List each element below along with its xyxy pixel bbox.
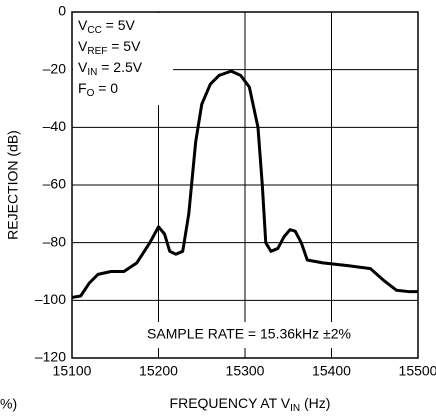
- condition-label-part: = 2.5V: [97, 59, 142, 75]
- x-tick-label: 15200: [139, 363, 178, 379]
- condition-label-part: CC: [87, 25, 101, 36]
- condition-label-part: V: [78, 17, 88, 33]
- condition-label-part: V: [78, 38, 88, 54]
- y-tick-label: –20: [43, 60, 67, 76]
- condition-label: VIN = 2.5V: [78, 59, 143, 78]
- y-tick-label: –60: [43, 176, 67, 192]
- annotation-background: [73, 13, 173, 105]
- condition-label-part: = 5V: [102, 17, 136, 33]
- x-axis-label-part: FREQUENCY AT V: [170, 395, 291, 411]
- x-tick-label: 15500: [399, 363, 436, 379]
- condition-label-part: V: [78, 59, 88, 75]
- condition-label-part: O: [87, 88, 95, 99]
- x-axis-label-part: (Hz): [300, 395, 330, 411]
- condition-label-part: F: [78, 80, 87, 96]
- y-tick-label: –100: [35, 291, 66, 307]
- note: SAMPLE RATE = 15.36kHz ±2%: [147, 326, 351, 342]
- x-tick-label: 15300: [226, 363, 265, 379]
- y-tick-label: –40: [43, 118, 67, 134]
- condition-label-part: IN: [87, 67, 97, 78]
- condition-label-part: = 5V: [107, 38, 141, 54]
- x-axis-label: FREQUENCY AT VIN (Hz): [170, 395, 331, 414]
- condition-label-part: = 0: [94, 80, 118, 96]
- cropped-text: %): [0, 396, 17, 412]
- note-background: [120, 322, 378, 348]
- plot-frame: [71, 11, 419, 359]
- x-tick-label: 15100: [53, 363, 92, 379]
- condition-label: VREF = 5V: [78, 38, 141, 57]
- y-tick-label: –120: [35, 349, 66, 365]
- data-line: [71, 69, 418, 299]
- x-tick-label: 15400: [312, 363, 351, 379]
- y-axis-label: REJECTION (dB): [5, 130, 21, 240]
- condition-label: VCC = 5V: [78, 17, 136, 36]
- x-axis-label-part: IN: [290, 403, 300, 414]
- condition-label: FO = 0: [78, 80, 118, 99]
- y-tick-label: 0: [58, 3, 66, 19]
- y-tick-label: –80: [43, 233, 67, 249]
- condition-label-part: REF: [87, 46, 107, 57]
